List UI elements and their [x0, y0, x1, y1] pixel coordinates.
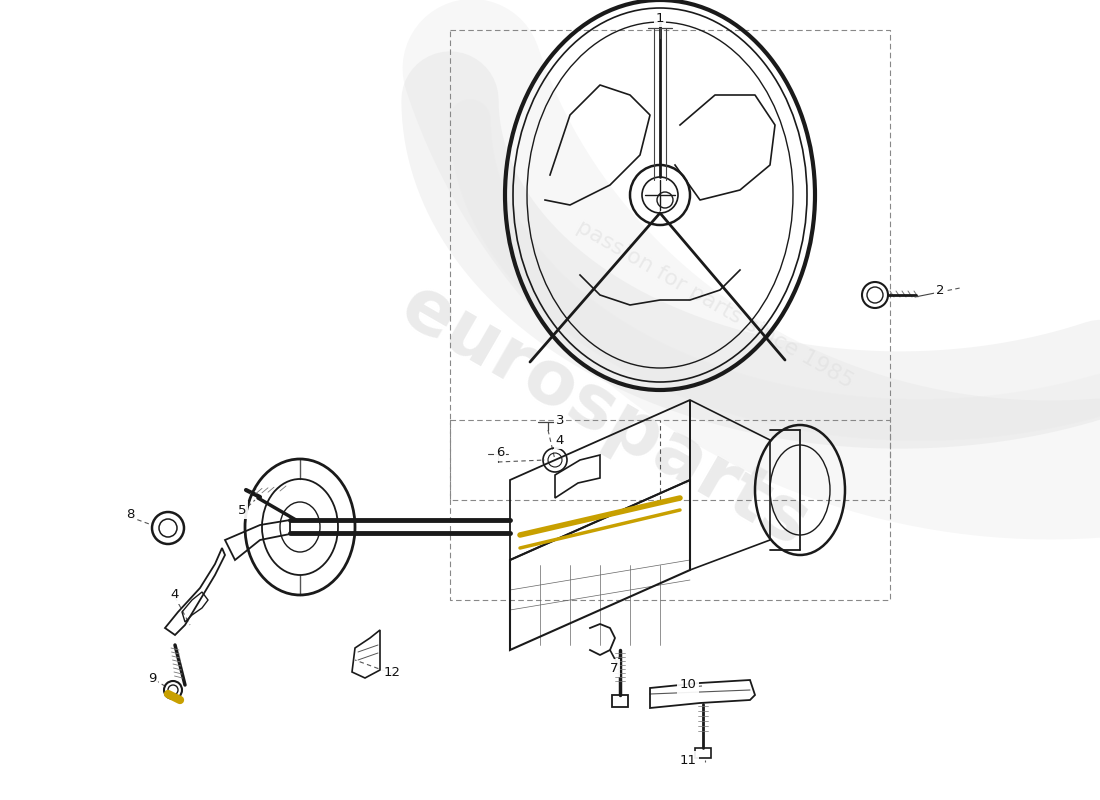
Text: 5: 5	[238, 503, 246, 517]
Text: 1: 1	[656, 11, 664, 25]
Text: 4: 4	[556, 434, 564, 446]
Text: 11: 11	[680, 754, 696, 766]
Text: 2: 2	[936, 283, 944, 297]
Text: 9: 9	[147, 671, 156, 685]
Text: passion for parts since 1985: passion for parts since 1985	[573, 216, 857, 392]
Text: 6: 6	[496, 446, 504, 458]
Text: 4: 4	[170, 589, 179, 602]
Text: eurosparts: eurosparts	[388, 270, 822, 562]
Text: 3: 3	[556, 414, 564, 426]
Text: 12: 12	[384, 666, 400, 678]
Text: 10: 10	[680, 678, 696, 691]
Text: 8: 8	[125, 509, 134, 522]
Text: 7: 7	[609, 662, 618, 674]
